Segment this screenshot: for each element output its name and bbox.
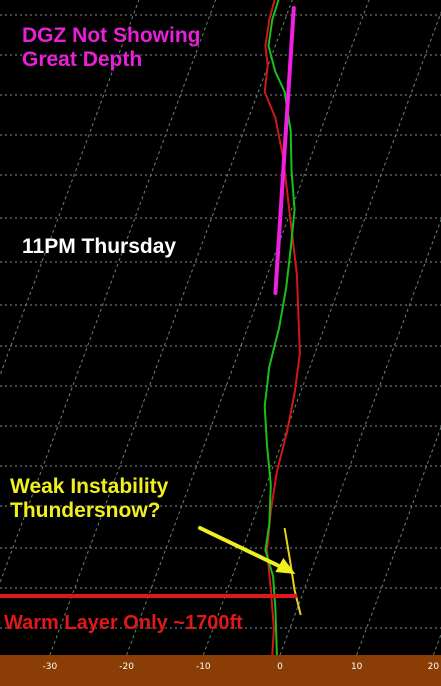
isotherm-0 [279,218,441,656]
x-axis-bar [0,655,441,686]
isotherm--10 [202,11,441,656]
isotherm-10 [356,425,441,656]
annotation-time-line: 11PM Thursday [22,235,177,258]
x-tick-label: -20 [119,662,134,672]
annotation-dgz: DGZ Not Showing Great Depth [22,24,200,71]
temperature-line [263,0,301,656]
annotation-dgz-line-1: DGZ Not Showing [22,24,201,47]
annotation-instability: Weak Instability Thundersnow? [10,475,168,522]
isotherm--40 [0,0,217,585]
instability-segment [283,527,302,616]
pressure-gridlines [0,14,441,629]
annotation-instability-line-2: Thundersnow? [10,498,161,522]
isotherm--50 [0,0,140,377]
instability-arrow-shaft [198,526,290,572]
isotherm--30 [49,0,293,656]
x-tick-label: -10 [195,662,211,672]
annotation-dgz-line-2: Great Depth [22,47,143,71]
isotherm-lines [0,0,441,656]
x-tick-label: 20 [427,662,440,672]
annotation-warm-layer-line: Warm Layer Only ~1700ft [4,612,243,634]
dewpoint-line [263,0,296,656]
overlay-annotations [0,6,302,616]
x-tick-label: 0 [277,662,283,672]
annotation-time: 11PM Thursday [22,235,176,259]
isotherm-20 [432,633,441,656]
x-tick-label: 10 [350,662,363,672]
annotation-instability-line-1: Weak Instability [10,475,169,498]
x-tick-label: -30 [42,662,58,672]
annotation-warm-layer: Warm Layer Only ~1700ft [4,612,243,634]
profile-series [263,0,301,656]
isotherm--20 [126,0,370,656]
dgz-segment [273,6,296,295]
instability-arrow-head [275,558,296,574]
